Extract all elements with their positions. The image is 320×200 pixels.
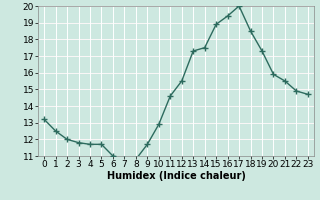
X-axis label: Humidex (Indice chaleur): Humidex (Indice chaleur): [107, 171, 245, 181]
